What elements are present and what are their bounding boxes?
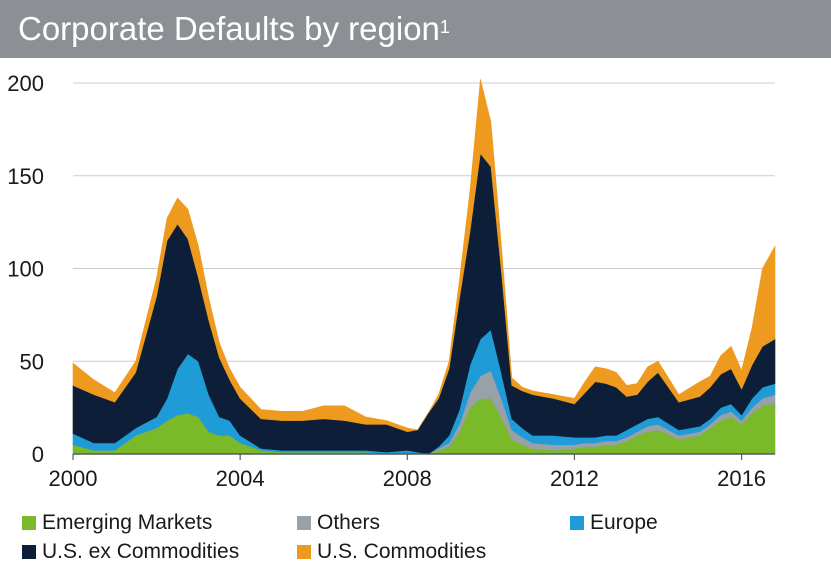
x-tick-label: 2008: [383, 466, 432, 491]
y-tick-label: 50: [20, 349, 44, 374]
title-footnote: 1: [439, 17, 450, 37]
title-bar: Corporate Defaults by region1: [0, 0, 831, 58]
y-tick-label: 150: [7, 164, 44, 189]
y-tick-label: 200: [7, 71, 44, 96]
chart-area: 0 50 100 150 200 2000 2004 2008 2012 2016: [7, 71, 776, 491]
x-tick-label: 2012: [550, 466, 599, 491]
chart-title: Corporate Defaults by region1: [18, 10, 450, 48]
x-tick-label: 2016: [717, 466, 766, 491]
x-tick-label: 2000: [49, 466, 98, 491]
y-tick-label: 100: [7, 257, 44, 282]
chart-title-text: Corporate Defaults by region: [18, 10, 440, 47]
area-series-u-s-commodities: [72, 79, 776, 433]
y-tick-label: 0: [32, 442, 44, 467]
series-layer: [72, 79, 776, 455]
x-tick-label: 2004: [216, 466, 265, 491]
axis-layer: 0 50 100 150 200 2000 2004 2008 2012 2016: [7, 71, 775, 491]
